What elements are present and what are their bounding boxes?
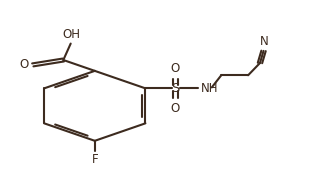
Text: NH: NH [201, 82, 218, 95]
Text: F: F [92, 153, 98, 166]
Text: O: O [171, 102, 180, 115]
Text: OH: OH [62, 28, 80, 41]
Text: N: N [260, 35, 269, 48]
Text: O: O [171, 62, 180, 75]
Text: S: S [171, 82, 179, 95]
Text: O: O [20, 58, 29, 71]
